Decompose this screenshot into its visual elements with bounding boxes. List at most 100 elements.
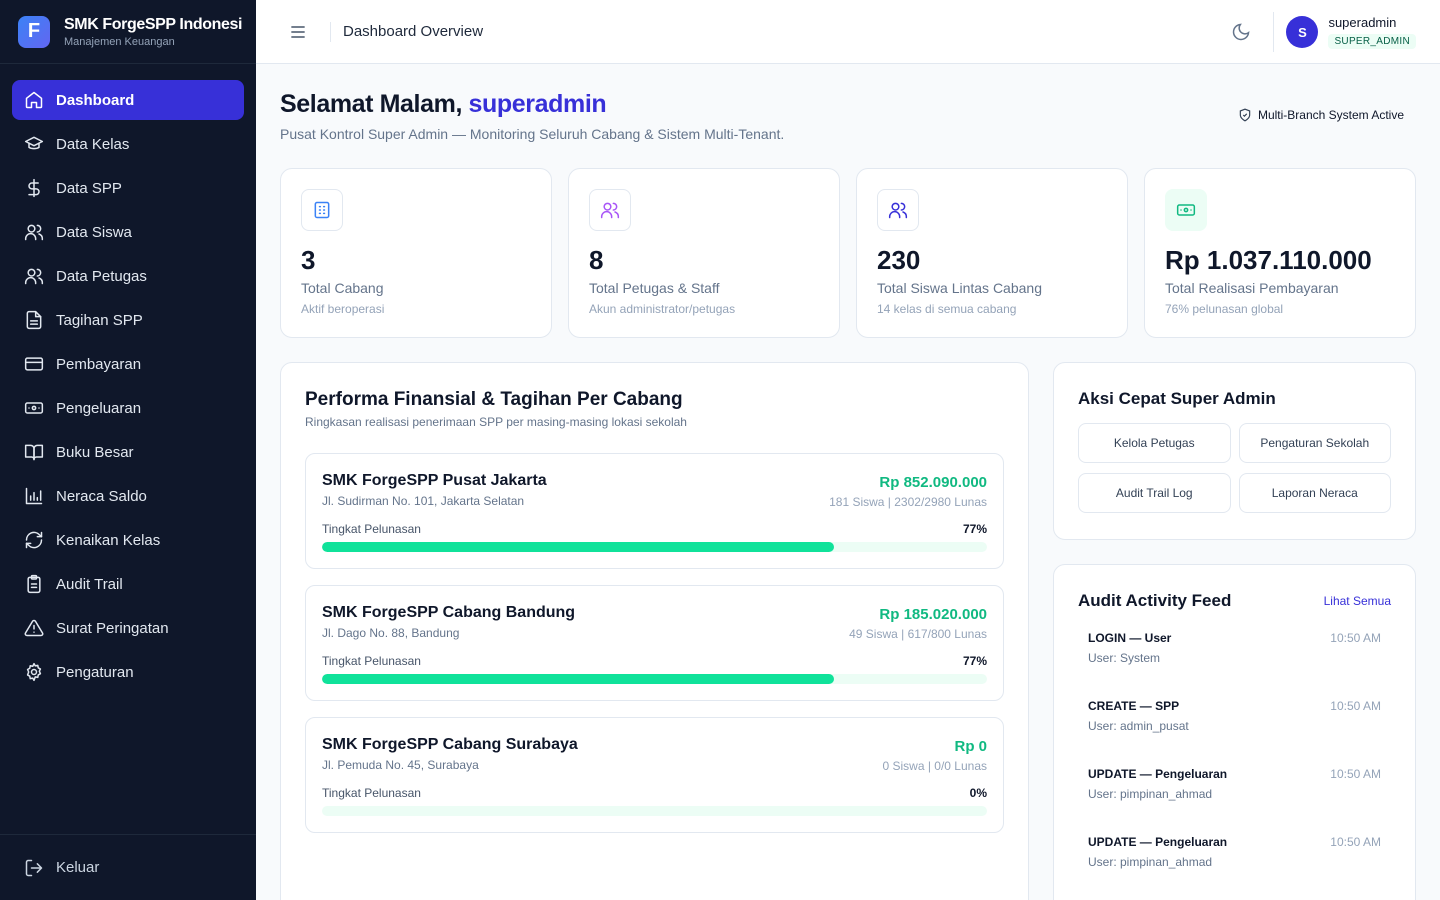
progress-fill [322,542,835,552]
building-icon [301,189,343,231]
audit-time: 10:50 AM [1330,699,1381,713]
brand-logo: F [18,15,50,48]
logout-label: Keluar [56,859,100,876]
logout-button[interactable]: Keluar [0,834,256,900]
panel-subtitle: Ringkasan realisasi penerimaan SPP per m… [305,415,687,429]
menu-toggle-button[interactable] [286,20,310,44]
sidebar-item-surat-peringatan[interactable]: Surat Peringatan [12,608,244,648]
branch-card: SMK ForgeSPP Pusat Jakarta Jl. Sudirman … [305,453,1004,569]
users-icon [24,222,44,242]
sidebar-item-label: Data Siswa [56,223,132,241]
hamburger-icon [291,25,305,38]
sidebar-item-pengeluaran[interactable]: Pengeluaran [12,388,244,428]
sidebar-item-audit-trail[interactable]: Audit Trail [12,564,244,604]
panel-title: Performa Finansial & Tagihan Per Cabang [305,389,683,410]
clipboard-icon [24,574,44,594]
sidebar-item-label: Pengeluaran [56,399,142,417]
quick-actions-panel: Aksi Cepat Super Admin Kelola Petugas Pe… [1053,362,1416,540]
greeting: Selamat Malam, superadmin [280,90,607,119]
sidebar-nav: Dashboard Data Kelas Data SPP Data Siswa… [0,64,256,692]
branch-card: SMK ForgeSPP Cabang Surabaya Jl. Pemuda … [305,717,1004,833]
sidebar-item-label: Surat Peringatan [56,619,169,637]
audit-time: 10:50 AM [1330,767,1381,781]
logout-icon [24,858,44,878]
audit-user: User: pimpinan_ahmad [1088,787,1213,801]
brand[interactable]: F SMK ForgeSPP Indonesi Manajemen Keuang… [0,0,256,64]
sidebar-item-buku-besar[interactable]: Buku Besar [12,432,244,472]
sidebar-item-data-petugas[interactable]: Data Petugas [12,256,244,296]
sidebar-item-pengaturan[interactable]: Pengaturan [12,652,244,692]
pengaturan-sekolah-button[interactable]: Pengaturan Sekolah [1238,423,1391,463]
banknote-icon [1165,189,1207,231]
branch-name: SMK ForgeSPP Cabang Surabaya [322,736,578,753]
sidebar: F SMK ForgeSPP Indonesi Manajemen Keuang… [0,0,256,900]
alert-triangle-icon [24,618,44,638]
audit-list: LOGIN — User User: System 10:50 AM CREAT… [1078,631,1391,900]
home-icon [24,90,44,110]
audit-trail-log-button[interactable]: Audit Trail Log [1078,473,1231,513]
user-menu[interactable]: superadmin SUPER_ADMIN [1328,15,1416,49]
stat-label: Total Siswa Lintas Cabang [877,280,1042,296]
laporan-neraca-button[interactable]: Laporan Neraca [1238,473,1391,513]
system-status-badge: Multi-Branch System Active [1238,108,1404,122]
users-icon [589,189,631,231]
sidebar-item-tagihan-spp[interactable]: Tagihan SPP [12,300,244,340]
audit-action: LOGIN — User [1088,631,1172,645]
brand-subtitle: Manajemen Keuangan [64,35,175,48]
sidebar-item-data-kelas[interactable]: Data Kelas [12,124,244,164]
branch-name: SMK ForgeSPP Cabang Bandung [322,604,576,621]
theme-toggle-button[interactable] [1229,20,1253,44]
audit-action: UPDATE — Pengeluaran [1088,767,1228,781]
progress-label: Tingkat Pelunasan [322,522,421,536]
list-item[interactable]: CREATE — SPP User: admin_pusat 10:50 AM [1078,699,1391,767]
kelola-petugas-button[interactable]: Kelola Petugas [1078,423,1231,463]
moon-icon [1233,23,1250,41]
sidebar-item-label: Buku Besar [56,443,134,461]
page-subtitle: Pusat Kontrol Super Admin — Monitoring S… [280,126,785,142]
branch-performance-panel: Performa Finansial & Tagihan Per Cabang … [280,362,1029,900]
stat-value: 230 [877,245,921,275]
branch-amount: Rp 852.090.000 [879,474,987,491]
user-role-badge: SUPER_ADMIN [1328,34,1416,49]
progress-bar [322,542,987,552]
top-header: Dashboard Overview S superadmin SUPER_AD… [256,0,1440,64]
branch-meta: 49 Siswa | 617/800 Lunas [849,627,987,641]
greeting-prefix: Selamat Malam, [280,90,469,118]
sidebar-item-kenaikan-kelas[interactable]: Kenaikan Kelas [12,520,244,560]
stat-card-total-cabang: 3 Total Cabang Aktif beroperasi [280,168,552,338]
branch-amount: Rp 185.020.000 [879,606,987,623]
stat-card-total-siswa: 230 Total Siswa Lintas Cabang 14 kelas d… [856,168,1128,338]
sidebar-item-data-siswa[interactable]: Data Siswa [12,212,244,252]
stats-row: 3 Total Cabang Aktif beroperasi 8 Total … [280,168,1416,338]
page-title: Dashboard Overview [343,23,484,40]
avatar[interactable]: S [1286,16,1319,48]
sidebar-item-label: Data SPP [56,179,122,197]
sidebar-item-pembayaran[interactable]: Pembayaran [12,344,244,384]
list-item[interactable]: UPDATE — Pengeluaran User: pimpinan_ahma… [1078,835,1391,900]
list-item[interactable]: UPDATE — Pengeluaran User: pimpinan_ahma… [1078,767,1391,835]
sidebar-item-neraca-saldo[interactable]: Neraca Saldo [12,476,244,516]
branch-meta: 181 Siswa | 2302/2980 Lunas [829,495,987,509]
stat-card-total-petugas: 8 Total Petugas & Staff Akun administrat… [568,168,840,338]
audit-time: 10:50 AM [1330,631,1381,645]
view-all-link[interactable]: Lihat Semua [1323,594,1391,608]
stat-description: Akun administrator/petugas [589,302,736,316]
stat-value: 3 [301,245,316,275]
brand-name: SMK ForgeSPP Indonesi [64,15,242,33]
list-item[interactable]: LOGIN — User User: System 10:50 AM [1078,631,1391,699]
progress-percent: 77% [962,654,987,668]
shield-check-icon [1239,108,1251,122]
audit-time: 10:50 AM [1330,835,1381,849]
users-icon [877,189,919,231]
header-divider [330,21,331,42]
branch-address: Jl. Sudirman No. 101, Jakarta Selatan [322,494,525,508]
branch-meta: 0 Siswa | 0/0 Lunas [882,759,987,773]
sidebar-item-dashboard[interactable]: Dashboard [12,80,244,120]
bar-chart-icon [24,486,44,506]
progress-label: Tingkat Pelunasan [322,654,421,668]
credit-card-icon [24,354,44,374]
progress-percent: 0% [969,786,987,800]
stat-value: 8 [589,245,604,275]
sidebar-item-data-spp[interactable]: Data SPP [12,168,244,208]
stat-description: 14 kelas di semua cabang [877,302,1017,316]
